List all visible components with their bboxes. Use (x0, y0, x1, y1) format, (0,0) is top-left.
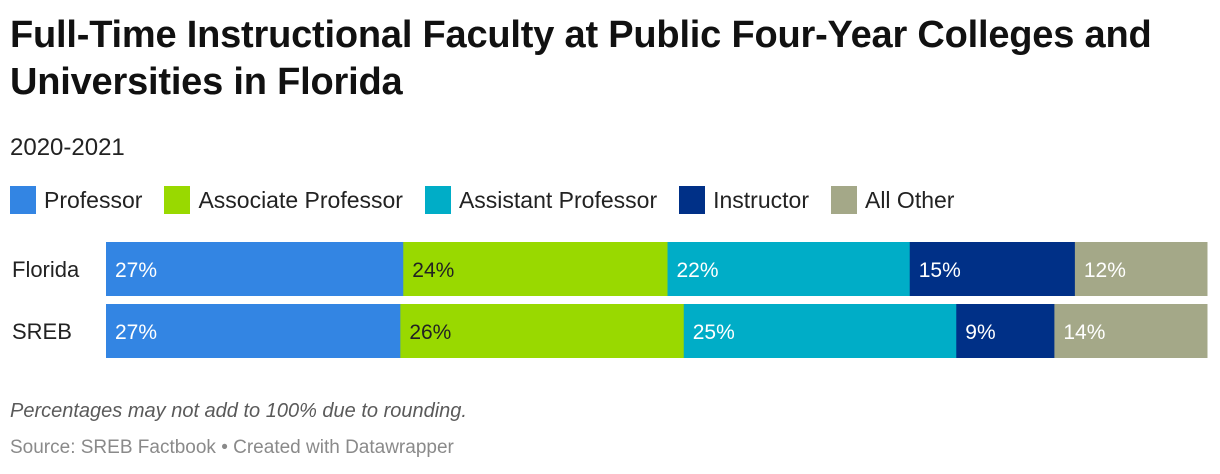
legend-swatch (10, 186, 36, 214)
legend-item: Professor (10, 185, 142, 215)
legend-swatch (164, 186, 191, 214)
legend-swatch (424, 186, 451, 214)
bar-segment (1054, 304, 1208, 358)
data-label: 9% (965, 321, 995, 344)
data-label: 14% (1063, 321, 1105, 344)
stacked-bar-chart: Florida 27% 24% 22% 15% 12% SREB 27% 26% 25% 9% 14% (0, 230, 1220, 370)
bar-segment (106, 304, 401, 358)
legend: Professor Associate Professor Assistant Pr… (10, 185, 976, 215)
data-label: 26% (409, 321, 451, 344)
legend-item: Instructor (679, 185, 809, 215)
category-label: SREB (12, 319, 72, 344)
bar-segment (956, 304, 1055, 358)
data-label: 22% (677, 259, 719, 282)
bar-segment (909, 242, 1076, 296)
bar-segment (403, 242, 669, 296)
category-label: Florida (12, 257, 80, 282)
bar-segment (106, 242, 404, 296)
chart-note: Percentages may not add to 100% due to r… (10, 400, 467, 422)
legend-item: Assistant Professor (424, 185, 658, 215)
chart-canvas: Florida 27% 24% 22% 15% 12% SREB 27% 26% 25% 9% 14% (12, 242, 1208, 358)
data-label: 25% (693, 321, 735, 344)
data-label: 27% (115, 259, 157, 282)
legend-label: Instructor (713, 187, 809, 213)
bar-segment (1074, 242, 1208, 296)
bar-segment (400, 304, 685, 358)
legend-label: All Other (864, 187, 955, 213)
legend-swatch (679, 186, 706, 214)
legend-item: All Other (830, 185, 955, 215)
data-label: 15% (919, 259, 961, 282)
legend-label: Assistant Professor (458, 187, 658, 213)
legend-label: Professor (44, 187, 143, 213)
legend-item: Associate Professor (164, 185, 403, 215)
chart-title: Full-Time Instructional Faculty at Publi… (10, 14, 1152, 103)
legend-swatch (830, 186, 857, 214)
chart-source: Source: SREB Factbook • Created with Dat… (10, 437, 454, 458)
data-label: 12% (1084, 259, 1126, 282)
bar-segment (683, 304, 957, 358)
data-label: 24% (412, 259, 454, 282)
chart-subtitle: 2020-2021 (10, 134, 125, 161)
bar-segment (667, 242, 911, 296)
data-label: 27% (115, 321, 157, 344)
legend-label: Associate Professor (198, 187, 403, 213)
